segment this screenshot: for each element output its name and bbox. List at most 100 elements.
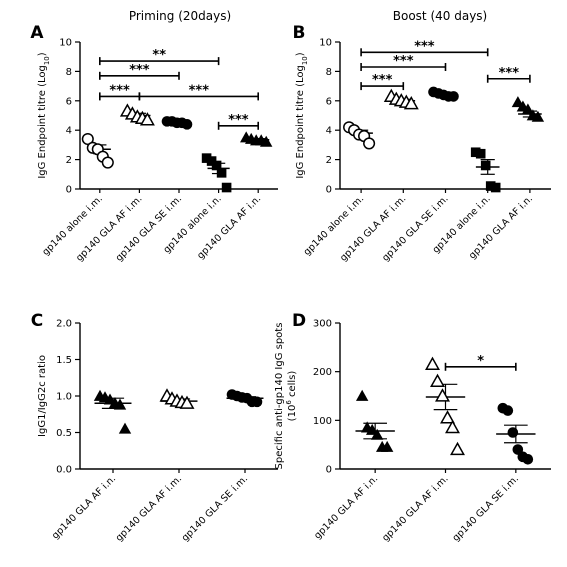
data-series [201, 153, 232, 193]
x-category-label: gp140 GLA AF i.m. [114, 473, 184, 543]
significance-label: * [477, 354, 484, 369]
data-point [425, 356, 440, 370]
data-series [93, 389, 132, 434]
data-point [450, 441, 465, 456]
data-series [470, 147, 501, 193]
panel-d: D 0 100 200 300 Specific anti-gp140 IgG spots… [274, 311, 551, 544]
data-point [507, 427, 519, 438]
panel-b: B Boost (40 days) 0 2 4 6 8 10 IgG Endpoint titr… [293, 9, 551, 264]
data-series [383, 88, 419, 110]
x-category-label: gp140 GLA AF i.m. [74, 193, 144, 263]
data-series [159, 388, 198, 409]
data-point [201, 153, 212, 163]
data-point [480, 160, 491, 171]
data-point [380, 440, 394, 452]
x-category-label: gp140 GLA AF i.n. [50, 473, 118, 541]
significance-label: *** [109, 83, 130, 98]
data-point [113, 398, 127, 410]
data-point [521, 103, 535, 115]
data-point [179, 395, 195, 409]
x-category-label: gp140 GLA SE i.m. [114, 193, 184, 263]
data-point [522, 453, 534, 465]
y-tick-label: 8 [326, 67, 332, 78]
panel-letter: D [292, 311, 306, 331]
y-tick-label: 2 [326, 155, 332, 166]
data-point [101, 156, 114, 169]
data-point [139, 112, 155, 126]
panel-title: Boost (40 days) [393, 9, 487, 23]
data-series [119, 103, 155, 126]
panel-c: C 0.0 0.5 1.0 1.5 2.0 IgG1/IgG2c ratio gp140 GL… [31, 311, 278, 544]
data-point [430, 373, 445, 387]
y-axis-label: Specific anti-gp140 IgG spots [274, 323, 285, 470]
significance-label: *** [189, 83, 210, 98]
data-series [81, 132, 114, 169]
y-tick-label: 4 [66, 126, 72, 137]
y-axis-label-units: (106 cells) [285, 371, 298, 422]
y-tick-label: 0 [66, 185, 72, 196]
y-tick-label: 0 [326, 465, 332, 476]
panel-a: A Priming (20days) 0 2 4 6 8 10 IgG Endpoint tit… [30, 9, 278, 264]
y-tick-label: 2 [66, 155, 72, 166]
significance-label: *** [414, 39, 435, 54]
data-point [403, 96, 419, 110]
x-category-label: gp140 GLA SE i.m. [180, 473, 250, 543]
data-point [485, 181, 496, 191]
data-point [370, 428, 384, 440]
data-point [216, 168, 227, 178]
data-point [211, 160, 222, 171]
data-series [355, 389, 395, 452]
y-tick-label: 1.5 [56, 355, 72, 366]
significance-label: ** [152, 48, 166, 63]
x-category-label: gp140 GLA SE i.m. [451, 473, 521, 543]
significance-label: *** [372, 73, 393, 88]
y-tick-label: 0.5 [56, 428, 72, 439]
data-point [435, 388, 450, 402]
y-tick-label: 0.0 [56, 465, 72, 476]
data-point [355, 389, 369, 401]
data-point [448, 91, 459, 102]
y-tick-label: 10 [319, 38, 332, 49]
data-point [475, 148, 486, 159]
data-series [240, 131, 273, 147]
y-tick-label: 2.0 [56, 319, 72, 330]
data-point [502, 405, 514, 416]
data-point [490, 182, 501, 193]
data-series [511, 96, 545, 122]
data-series [496, 402, 536, 465]
significance-label: *** [228, 113, 249, 128]
panel-letter: A [30, 23, 44, 43]
data-point [206, 156, 217, 166]
x-category-label: gp140 GLA AF i.n. [312, 473, 380, 541]
y-tick-label: 300 [313, 319, 332, 330]
y-tick-label: 6 [326, 96, 332, 107]
data-point [445, 419, 460, 434]
y-tick-label: 1.0 [56, 392, 72, 403]
panel-letter: C [31, 311, 43, 331]
y-axis-label: IgG Endpoint titre (Log10) [37, 52, 51, 178]
data-point [251, 396, 263, 408]
data-series [226, 389, 264, 408]
y-tick-label: 200 [313, 367, 332, 378]
data-series [428, 86, 459, 102]
panel-title: Priming (20days) [129, 9, 231, 23]
data-point [470, 147, 481, 158]
y-tick-label: 100 [313, 416, 332, 427]
y-tick-label: 0 [326, 185, 332, 196]
data-series [343, 121, 376, 150]
y-axis-label: IgG1/IgG2c ratio [37, 355, 48, 437]
data-point [221, 182, 232, 193]
panel-letter: B [293, 23, 306, 43]
y-tick-label: 6 [66, 96, 72, 107]
significance-label: *** [129, 63, 150, 78]
data-point [531, 110, 545, 122]
data-point [81, 132, 94, 146]
data-point [260, 135, 273, 147]
data-point [181, 119, 193, 130]
data-series [425, 356, 466, 456]
y-axis-label: IgG Endpoint titre (Log10) [295, 52, 309, 178]
data-point [363, 137, 376, 150]
data-point [440, 410, 455, 424]
significance-label: *** [393, 54, 414, 69]
